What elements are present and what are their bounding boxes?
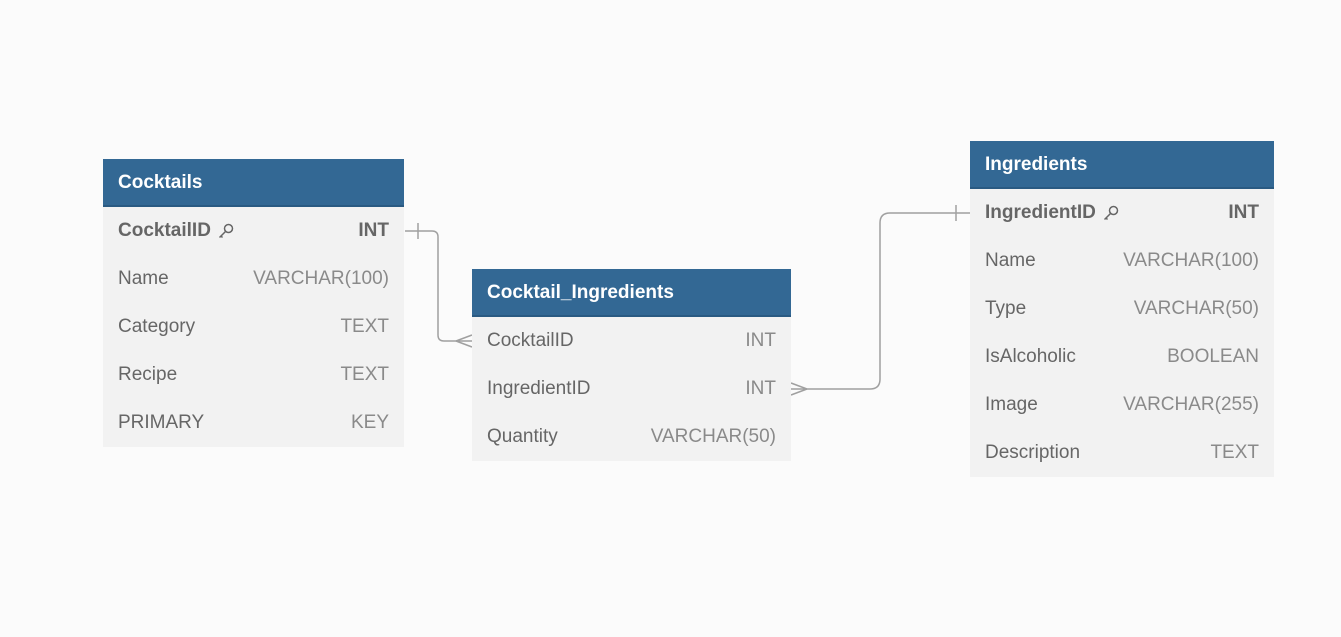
field-name: Category bbox=[118, 316, 196, 337]
field-name: Recipe bbox=[118, 364, 178, 385]
crowfoot-upper bbox=[455, 334, 473, 342]
field-name: Image bbox=[985, 394, 1038, 415]
crowfoot-lower bbox=[790, 388, 808, 396]
key-icon bbox=[218, 223, 234, 239]
field-row[interactable]: CocktailID INT bbox=[103, 207, 404, 255]
field-name: Description bbox=[985, 442, 1081, 463]
field-type: INT bbox=[358, 220, 389, 241]
key-icon bbox=[1103, 205, 1119, 221]
entity-cocktail-ingredients[interactable]: Cocktail_Ingredients CocktailID INT Ingr… bbox=[472, 269, 791, 461]
connector-line-ingredient bbox=[791, 212, 970, 390]
field-name: PRIMARY bbox=[118, 412, 205, 433]
crowfoot-lower bbox=[455, 340, 473, 348]
relationship-cocktails-cocktail-ingredients bbox=[405, 223, 473, 348]
crowfoot-upper bbox=[790, 382, 808, 390]
field-row[interactable]: Recipe TEXT bbox=[103, 351, 404, 399]
field-type: VARCHAR(50) bbox=[650, 426, 776, 447]
connector-line-cocktail bbox=[405, 230, 472, 342]
field-row[interactable]: IngredientID INT bbox=[970, 189, 1274, 237]
field-name: Quantity bbox=[487, 426, 558, 447]
field-row[interactable]: Image VARCHAR(255) bbox=[970, 381, 1274, 429]
entity-title[interactable]: Cocktail_Ingredients bbox=[472, 269, 791, 317]
relationship-ingredients-cocktail-ingredients bbox=[790, 205, 970, 396]
field-name: Name bbox=[118, 268, 169, 289]
field-name: CocktailID bbox=[118, 220, 211, 241]
field-row[interactable]: Type VARCHAR(50) bbox=[970, 285, 1274, 333]
field-type: TEXT bbox=[340, 316, 389, 337]
field-name: Name bbox=[985, 250, 1036, 271]
field-type: VARCHAR(100) bbox=[1123, 250, 1259, 271]
field-type: INT bbox=[745, 330, 776, 351]
field-row[interactable]: Name VARCHAR(100) bbox=[970, 237, 1274, 285]
entity-cocktails[interactable]: Cocktails CocktailID INT Name VARCHAR(10… bbox=[103, 159, 404, 447]
field-row[interactable]: Category TEXT bbox=[103, 303, 404, 351]
entity-title[interactable]: Ingredients bbox=[970, 141, 1274, 189]
field-row[interactable]: CocktailID INT bbox=[472, 317, 791, 365]
field-name: IngredientID bbox=[487, 378, 591, 399]
field-type: TEXT bbox=[340, 364, 389, 385]
field-row[interactable]: IsAlcoholic BOOLEAN bbox=[970, 333, 1274, 381]
field-type: VARCHAR(50) bbox=[1133, 298, 1259, 319]
entity-ingredients[interactable]: Ingredients IngredientID INT Name VARCHA… bbox=[970, 141, 1274, 477]
field-name: Type bbox=[985, 298, 1027, 319]
field-row[interactable]: Description TEXT bbox=[970, 429, 1274, 477]
field-name: IngredientID bbox=[985, 202, 1096, 223]
field-type: KEY bbox=[350, 412, 389, 433]
field-name: CocktailID bbox=[487, 330, 574, 351]
field-type: INT bbox=[745, 378, 776, 399]
field-name: IsAlcoholic bbox=[985, 346, 1076, 367]
field-type: BOOLEAN bbox=[1167, 346, 1259, 367]
field-row[interactable]: PRIMARY KEY bbox=[103, 399, 404, 447]
field-row[interactable]: IngredientID INT bbox=[472, 365, 791, 413]
field-type: INT bbox=[1228, 202, 1259, 223]
field-type: TEXT bbox=[1210, 442, 1259, 463]
field-row[interactable]: Name VARCHAR(100) bbox=[103, 255, 404, 303]
field-type: VARCHAR(255) bbox=[1123, 394, 1259, 415]
field-row[interactable]: Quantity VARCHAR(50) bbox=[472, 413, 791, 461]
field-type: VARCHAR(100) bbox=[253, 268, 389, 289]
entity-title[interactable]: Cocktails bbox=[103, 159, 404, 207]
